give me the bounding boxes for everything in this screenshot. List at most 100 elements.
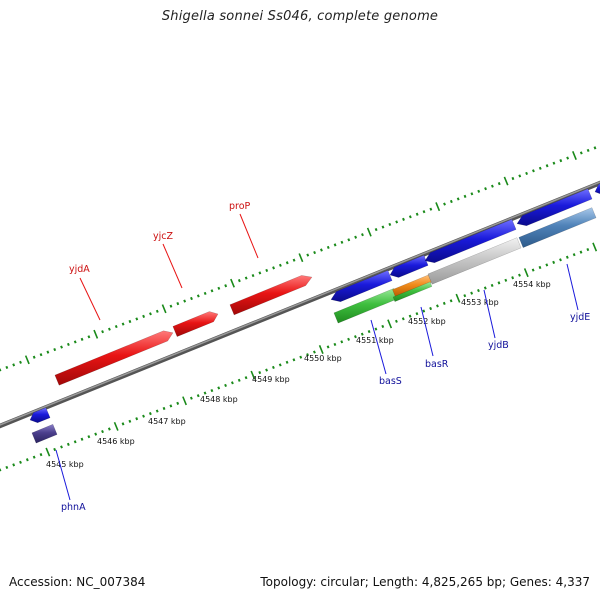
- gene-label-basS: basS: [379, 376, 402, 387]
- minor-tick: [340, 340, 344, 344]
- leader-line: [239, 213, 259, 259]
- minor-tick: [39, 353, 43, 357]
- minor-tick: [244, 376, 248, 380]
- minor-tick: [477, 288, 480, 293]
- gene-arrow-yjdA: [54, 330, 174, 386]
- minor-tick: [470, 192, 474, 196]
- minor-tick: [559, 258, 562, 262]
- minor-tick: [101, 330, 105, 334]
- minor-tick: [538, 166, 542, 170]
- major-tick: [113, 421, 119, 431]
- minor-tick: [189, 396, 193, 400]
- minor-tick: [244, 276, 248, 280]
- minor-tick: [408, 215, 412, 219]
- gene-box-yjdB: [427, 237, 522, 285]
- gene-arrow-proP: [229, 275, 313, 316]
- minor-tick: [579, 151, 583, 155]
- minor-tick: [347, 238, 351, 242]
- gene-label-yjdE: yjdE: [570, 312, 590, 323]
- minor-tick: [80, 437, 84, 441]
- minor-tick: [80, 337, 84, 341]
- minor-tick: [511, 276, 515, 280]
- minor-tick: [374, 227, 378, 232]
- minor-tick: [326, 345, 330, 349]
- leader-line: [483, 289, 496, 339]
- gene-label-proP: proP: [229, 201, 251, 212]
- major-tick: [298, 253, 304, 263]
- major-tick: [318, 345, 324, 354]
- minor-tick: [313, 250, 317, 255]
- minor-tick: [545, 263, 549, 267]
- minor-tick: [456, 197, 460, 201]
- minor-tick: [142, 314, 146, 318]
- gene-arrow-rev-3: [424, 218, 517, 264]
- gene-label-yjcZ: yjcZ: [153, 231, 173, 242]
- minor-tick: [490, 283, 494, 288]
- minor-tick: [525, 171, 529, 175]
- genome-backbone: [0, 180, 600, 429]
- minor-tick: [347, 337, 351, 341]
- minor-tick: [87, 435, 91, 439]
- minor-tick: [326, 245, 330, 250]
- gene-arrow-rev-1: [330, 270, 393, 302]
- minor-tick: [121, 322, 125, 326]
- minor-tick: [545, 164, 549, 168]
- scale-labels: 4545 kbp 4546 kbp 4547 kbp 4548 kbp 4549 kbp…: [46, 280, 551, 469]
- minor-tick: [490, 184, 494, 188]
- minor-tick: [12, 363, 16, 367]
- minor-tick: [593, 146, 597, 150]
- minor-tick: [381, 324, 385, 329]
- minor-tick: [60, 345, 63, 349]
- minor-tick: [566, 156, 570, 160]
- minor-tick: [217, 386, 221, 390]
- minor-tick: [210, 289, 214, 293]
- minor-tick: [272, 266, 275, 270]
- minor-tick: [5, 465, 9, 470]
- minor-tick: [463, 294, 467, 298]
- major-tick: [523, 268, 529, 278]
- minor-tick: [518, 273, 521, 277]
- minor-tick: [422, 309, 426, 313]
- minor-tick: [39, 453, 43, 457]
- minor-tick: [258, 271, 262, 275]
- minor-tick: [285, 360, 289, 364]
- leader-line: [79, 277, 101, 321]
- map-title: Shigella sonnei Ss046, complete genome: [161, 9, 439, 24]
- major-tick: [45, 447, 51, 457]
- minor-tick: [258, 371, 262, 375]
- minor-tick: [135, 417, 139, 421]
- minor-tick: [429, 306, 433, 311]
- minor-tick: [402, 217, 405, 221]
- minor-tick: [101, 429, 104, 434]
- minor-tick: [565, 255, 569, 259]
- minor-tick: [388, 222, 392, 227]
- major-tick: [435, 202, 441, 212]
- minor-tick: [395, 319, 398, 323]
- minor-tick: [60, 445, 63, 449]
- scale-label: 4547 kbp: [148, 417, 186, 426]
- gene-box-phnA: [31, 423, 58, 444]
- minor-tick: [32, 355, 36, 359]
- minor-tick: [46, 350, 50, 354]
- minor-tick: [306, 253, 310, 257]
- gene-arrow-rev-5: [594, 183, 600, 195]
- minor-tick: [422, 210, 426, 214]
- minor-tick: [196, 294, 200, 298]
- reverse-gene-labels: phnA basS basR yjdB yjdE: [55, 263, 590, 513]
- minor-tick: [19, 360, 22, 364]
- minor-tick: [497, 182, 501, 186]
- minor-tick: [313, 350, 316, 354]
- minor-tick: [320, 248, 323, 252]
- minor-tick: [532, 169, 535, 173]
- minor-tick: [531, 268, 535, 272]
- scale-label: 4546 kbp: [97, 437, 135, 446]
- minor-tick: [586, 148, 590, 153]
- reverse-tick-track: [0, 242, 598, 472]
- major-tick: [387, 319, 393, 329]
- minor-tick: [374, 327, 378, 331]
- gene-box-basS-2: [392, 281, 433, 302]
- minor-tick: [237, 378, 241, 382]
- minor-tick: [183, 299, 187, 303]
- minor-tick: [107, 427, 111, 431]
